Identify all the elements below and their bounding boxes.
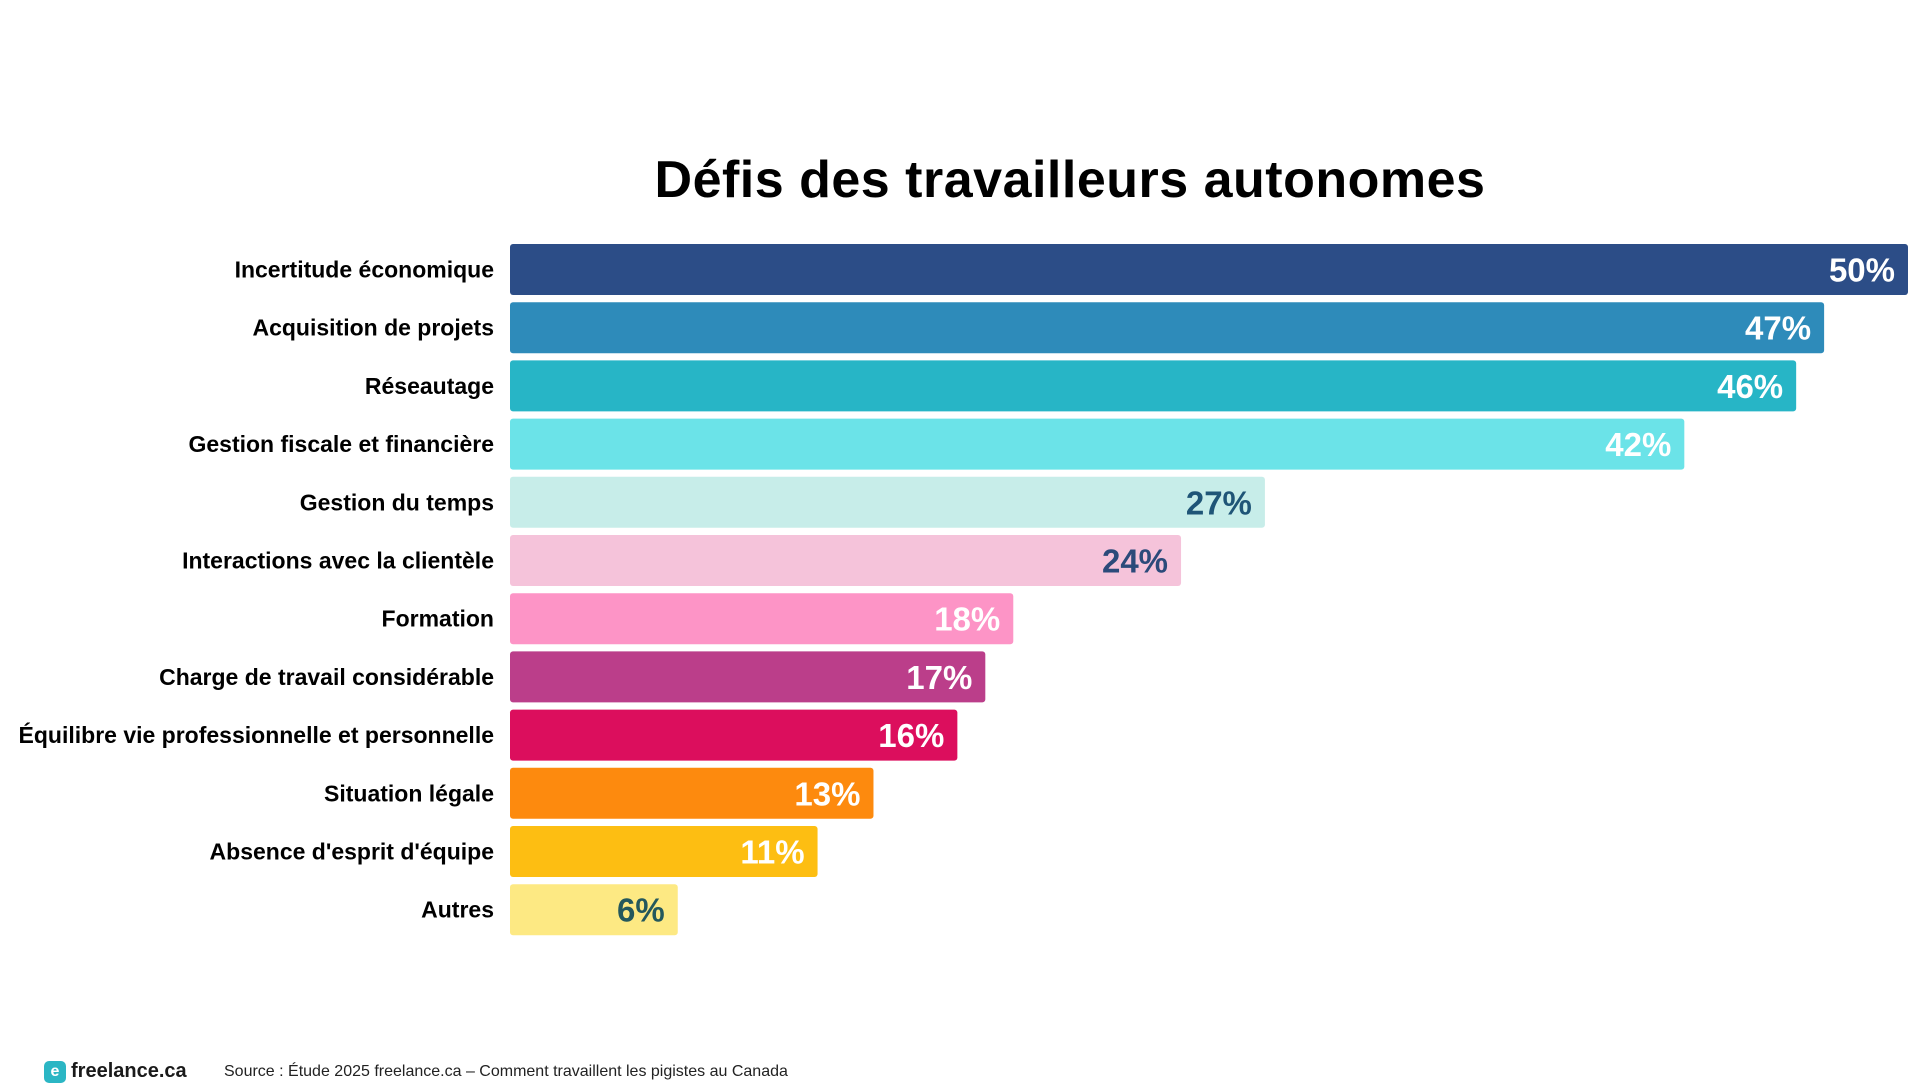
category-label-7: Charge de travail considérable xyxy=(159,664,494,690)
value-label-1: 47% xyxy=(1745,310,1811,347)
category-label-3: Gestion fiscale et financière xyxy=(188,431,494,457)
footer-logo: e freelance.ca xyxy=(44,1060,187,1083)
category-label-11: Autres xyxy=(421,897,494,923)
value-label-8: 16% xyxy=(878,717,944,754)
chart-title: Défis des travailleurs autonomes xyxy=(654,151,1486,209)
value-label-10: 11% xyxy=(740,834,804,871)
category-label-2: Réseautage xyxy=(365,373,494,399)
source-note: Source : Étude 2025 freelance.ca – Comme… xyxy=(224,1063,788,1080)
value-label-2: 46% xyxy=(1717,368,1783,405)
value-label-9: 13% xyxy=(794,775,860,812)
category-label-4: Gestion du temps xyxy=(300,489,494,515)
bar-2 xyxy=(510,360,1797,412)
freelance-logo-icon: e xyxy=(44,1060,66,1083)
category-label-5: Interactions avec la clientèle xyxy=(182,548,494,574)
bar-10 xyxy=(510,826,818,877)
category-label-0: Incertitude économique xyxy=(235,257,494,283)
category-label-10: Absence d'esprit d'équipe xyxy=(210,839,494,865)
bar-5 xyxy=(510,535,1182,586)
category-label-6: Formation xyxy=(382,606,494,632)
value-label-6: 18% xyxy=(934,601,1000,638)
category-label-1: Acquisition de projets xyxy=(252,315,494,341)
category-label-8: Équilibre vie professionnelle et personn… xyxy=(19,721,494,748)
value-label-3: 42% xyxy=(1605,426,1671,463)
value-label-11: 6% xyxy=(617,892,665,929)
bar-3 xyxy=(510,418,1685,470)
bar-9 xyxy=(510,767,874,819)
value-label-5: 24% xyxy=(1102,543,1168,580)
value-label-0: 50% xyxy=(1829,252,1895,289)
bar-7 xyxy=(510,651,986,703)
bar-4 xyxy=(510,476,1265,528)
bar-8 xyxy=(510,709,958,761)
value-label-7: 17% xyxy=(906,659,972,696)
category-label-9: Situation légale xyxy=(324,780,494,806)
logo-text: freelance.ca xyxy=(71,1060,187,1082)
bar-1 xyxy=(510,302,1825,354)
bar-0 xyxy=(510,244,1908,295)
bar-6 xyxy=(510,593,1014,645)
value-label-4: 27% xyxy=(1186,484,1252,521)
bar-11 xyxy=(510,884,678,936)
